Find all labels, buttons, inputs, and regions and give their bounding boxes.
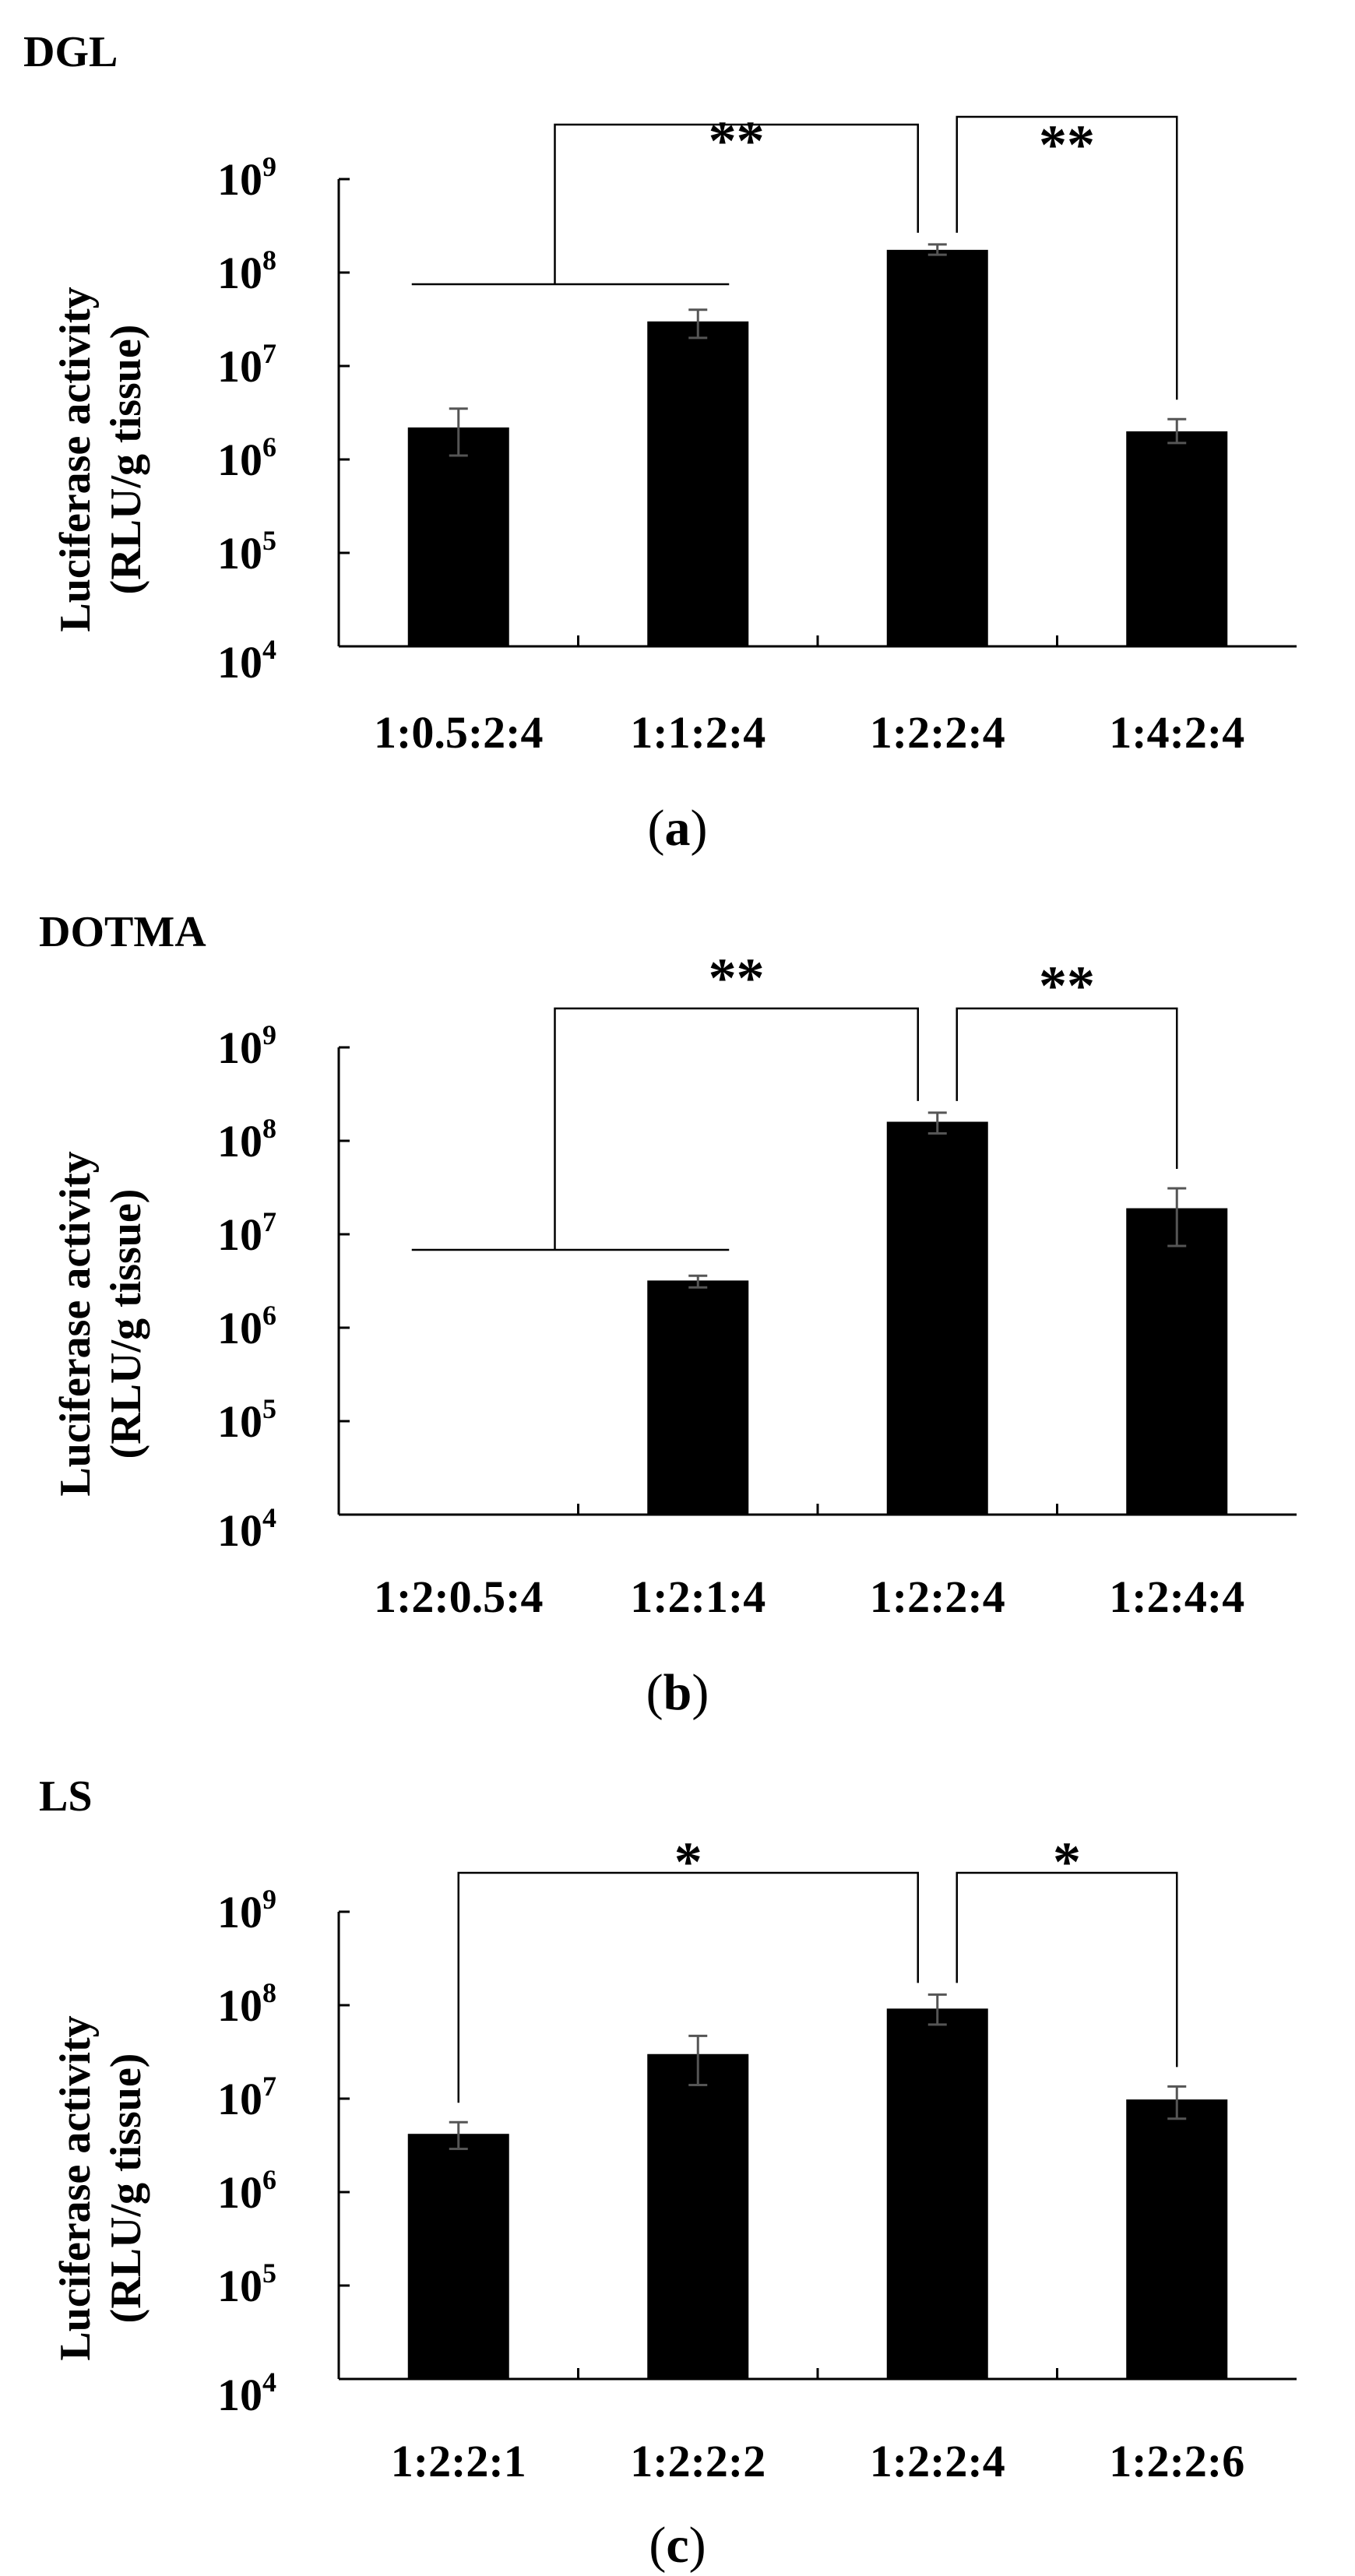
panel-a-y-tick-label: 106 xyxy=(217,431,276,485)
panel-a-significance: ** ** xyxy=(411,110,1178,400)
panel-b-label-letter: b xyxy=(663,1664,692,1721)
panel-c-bar xyxy=(1126,2099,1228,2379)
panel-a-bar xyxy=(407,427,509,646)
panel-b-y-tick-label: 105 xyxy=(217,1393,276,1447)
panel-c-category-label: 1:2:2:2 xyxy=(630,2436,765,2486)
panel-c-bar xyxy=(647,2053,749,2379)
panel-c-significance: * * xyxy=(457,1831,1178,2103)
panel-b-label: (b) xyxy=(646,1664,709,1721)
panel-a-sig-bracket xyxy=(554,123,919,284)
panel-c-y-tick-label: 105 xyxy=(217,2258,276,2311)
panel-c-y-tick-label: 109 xyxy=(217,1884,276,1937)
panel-a-bar xyxy=(647,321,749,646)
panel-c-y-tick-label: 107 xyxy=(217,2071,276,2124)
panel-c-sig-bracket xyxy=(956,1871,1178,2067)
panel-b-sig-label: ** xyxy=(709,947,765,1009)
panel-b-y-tick-label: 104 xyxy=(217,1502,276,1556)
panel-c-category-label: 1:2:2:1 xyxy=(391,2436,526,2486)
panel-a-label: (a) xyxy=(648,800,708,857)
panel-c-bar xyxy=(886,2008,988,2379)
panel-b-y-tick-label: 106 xyxy=(217,1300,276,1353)
panel-c-label: (c) xyxy=(649,2517,706,2574)
panel-c-sig-bracket xyxy=(457,1871,919,2103)
panel-b-title: DOTMA xyxy=(39,908,206,956)
panel-a-category-label: 1:0.5:2:4 xyxy=(374,707,543,758)
panel-a-sig-bracket xyxy=(956,115,1178,400)
panel-c-ylabel-line1: Luciferase activity xyxy=(51,2015,100,2360)
panel-b-y-tick-label: 107 xyxy=(217,1206,276,1260)
panel-b-category-label: 1:2:1:4 xyxy=(630,1571,765,1622)
panel-c-label-letter: c xyxy=(666,2517,688,2574)
panel-b-bar xyxy=(886,1121,988,1515)
panel-c-sig-label: * xyxy=(674,1831,702,1893)
panel-a-y-tick-label: 104 xyxy=(217,634,276,688)
panel-a-y-tick-label: 109 xyxy=(217,151,276,205)
panel-a-categories: 1:0.5:2:4 1:1:2:4 1:2:2:4 1:4:2:4 xyxy=(374,635,1244,758)
panel-a-title: DGL xyxy=(23,28,118,76)
panel-c-y-tick-label: 104 xyxy=(217,2367,276,2420)
panel-c-bar xyxy=(407,2134,509,2379)
panel-a-bar xyxy=(886,249,988,646)
panel-b-category-label: 1:2:4:4 xyxy=(1109,1571,1244,1622)
panel-b-bars xyxy=(647,1111,1228,1515)
panel-a-category-label: 1:1:2:4 xyxy=(630,707,765,758)
panel-b-y-tick-label: 109 xyxy=(217,1019,276,1073)
panel-c: LS Luciferase activity (RLU/g tissue) 10… xyxy=(39,1772,1297,2574)
panel-c-y-tick-label: 106 xyxy=(217,2164,276,2218)
panel-a-sig-label: ** xyxy=(709,110,765,172)
panel-b-ylabel-line1: Luciferase activity xyxy=(51,1151,100,1496)
panel-c-title: LS xyxy=(39,1772,93,1821)
panel-a-y-tick-label: 108 xyxy=(217,245,276,298)
panel-c-category-label: 1:2:2:6 xyxy=(1109,2436,1244,2486)
panel-b-category-label: 1:2:2:4 xyxy=(870,1571,1005,1622)
panel-a-y-ticks: 104 105 106 107 108 109 xyxy=(217,151,350,688)
panel-a-ylabel-line1: Luciferase activity xyxy=(51,287,100,632)
panel-a-category-label: 1:2:2:4 xyxy=(870,707,1005,758)
panel-c-y-tick-label: 108 xyxy=(217,1977,276,2031)
panel-a-ylabel-line2: (RLU/g tissue) xyxy=(102,325,150,595)
panel-b-ylabel-line2: (RLU/g tissue) xyxy=(102,1189,150,1459)
panel-c-categories: 1:2:2:1 1:2:2:2 1:2:2:4 1:2:2:6 xyxy=(391,2368,1244,2486)
panel-b-category-label: 1:2:0.5:4 xyxy=(374,1571,543,1622)
panel-b-y-ticks: 104 105 106 107 108 109 xyxy=(217,1019,350,1556)
panel-a-label-letter: a xyxy=(665,800,691,857)
panel-a-bar xyxy=(1126,431,1228,646)
panel-b-categories: 1:2:0.5:4 1:2:1:4 1:2:2:4 1:2:4:4 xyxy=(374,1504,1244,1622)
panel-c-ylabel-line2: (RLU/g tissue) xyxy=(102,2053,150,2324)
panel-a-y-tick-label: 107 xyxy=(217,338,276,392)
panel-a-sig-label: ** xyxy=(1039,114,1095,176)
panel-a-y-tick-label: 105 xyxy=(217,525,276,579)
panel-c-category-label: 1:2:2:4 xyxy=(870,2436,1005,2486)
panel-b-y-tick-label: 108 xyxy=(217,1113,276,1167)
panel-b-sig-label: ** xyxy=(1039,955,1095,1017)
panel-a: DGL Luciferase activity (RLU/g tissue) 1… xyxy=(23,28,1297,857)
panel-c-sig-label: * xyxy=(1053,1831,1081,1893)
panel-b-sig-bracket xyxy=(956,1007,1178,1170)
panel-b-bar xyxy=(1126,1208,1228,1515)
panel-a-bars xyxy=(407,243,1228,646)
panel-b-sig-bracket xyxy=(554,1007,919,1250)
panel-b-bar xyxy=(647,1280,749,1515)
panel-a-category-label: 1:4:2:4 xyxy=(1109,707,1244,758)
panel-b-significance: ** ** xyxy=(411,947,1178,1251)
panel-c-bars xyxy=(407,1993,1228,2379)
panel-c-y-ticks: 104 105 106 107 108 109 xyxy=(217,1884,350,2420)
panel-b: DOTMA Luciferase activity (RLU/g tissue)… xyxy=(39,908,1297,1721)
